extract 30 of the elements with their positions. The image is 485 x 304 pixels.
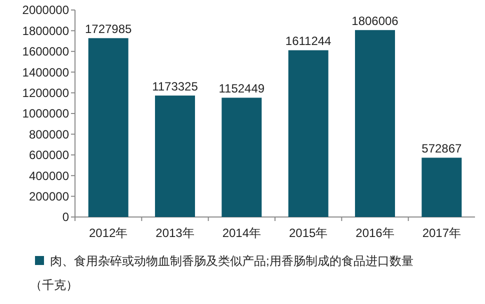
data-label: 572867 [422, 142, 462, 156]
bar [88, 38, 128, 217]
y-tick-label: 800000 [28, 127, 70, 142]
bar [222, 98, 262, 217]
x-tick-label: 2015年 [288, 226, 328, 240]
data-label: 1806006 [352, 14, 399, 28]
x-tick-label: 2013年 [156, 226, 194, 240]
data-label: 1173325 [152, 80, 198, 94]
x-tick-label: 2016年 [356, 226, 394, 240]
y-tick-label: 600000 [28, 148, 70, 162]
y-tick-label: 1200000 [22, 86, 70, 100]
x-tick-label: 2017年 [422, 226, 462, 240]
data-label: 1611244 [285, 34, 332, 48]
y-tick-label: 1600000 [22, 44, 70, 59]
x-tick-label: 2014年 [222, 226, 262, 240]
bar [422, 158, 462, 217]
y-tick-label: 1800000 [22, 24, 70, 38]
x-tick-label: 2012年 [88, 226, 128, 240]
bar [155, 96, 195, 217]
y-tick-label: 2000000 [22, 3, 70, 18]
data-label: 1152449 [218, 82, 265, 96]
y-tick-label: 0 [62, 210, 70, 224]
y-tick-label: 1000000 [22, 106, 70, 121]
bar [288, 50, 328, 217]
y-tick-label: 200000 [28, 190, 70, 204]
y-tick-label: 400000 [28, 168, 70, 183]
bar [355, 30, 395, 217]
y-tick-label: 1400000 [22, 65, 70, 80]
data-label: 1727985 [84, 22, 132, 36]
legend-label: 肉、食用杂碎或动物血制香肠及类似产品;用香肠制成的食品进口数量（千克） [30, 254, 414, 292]
